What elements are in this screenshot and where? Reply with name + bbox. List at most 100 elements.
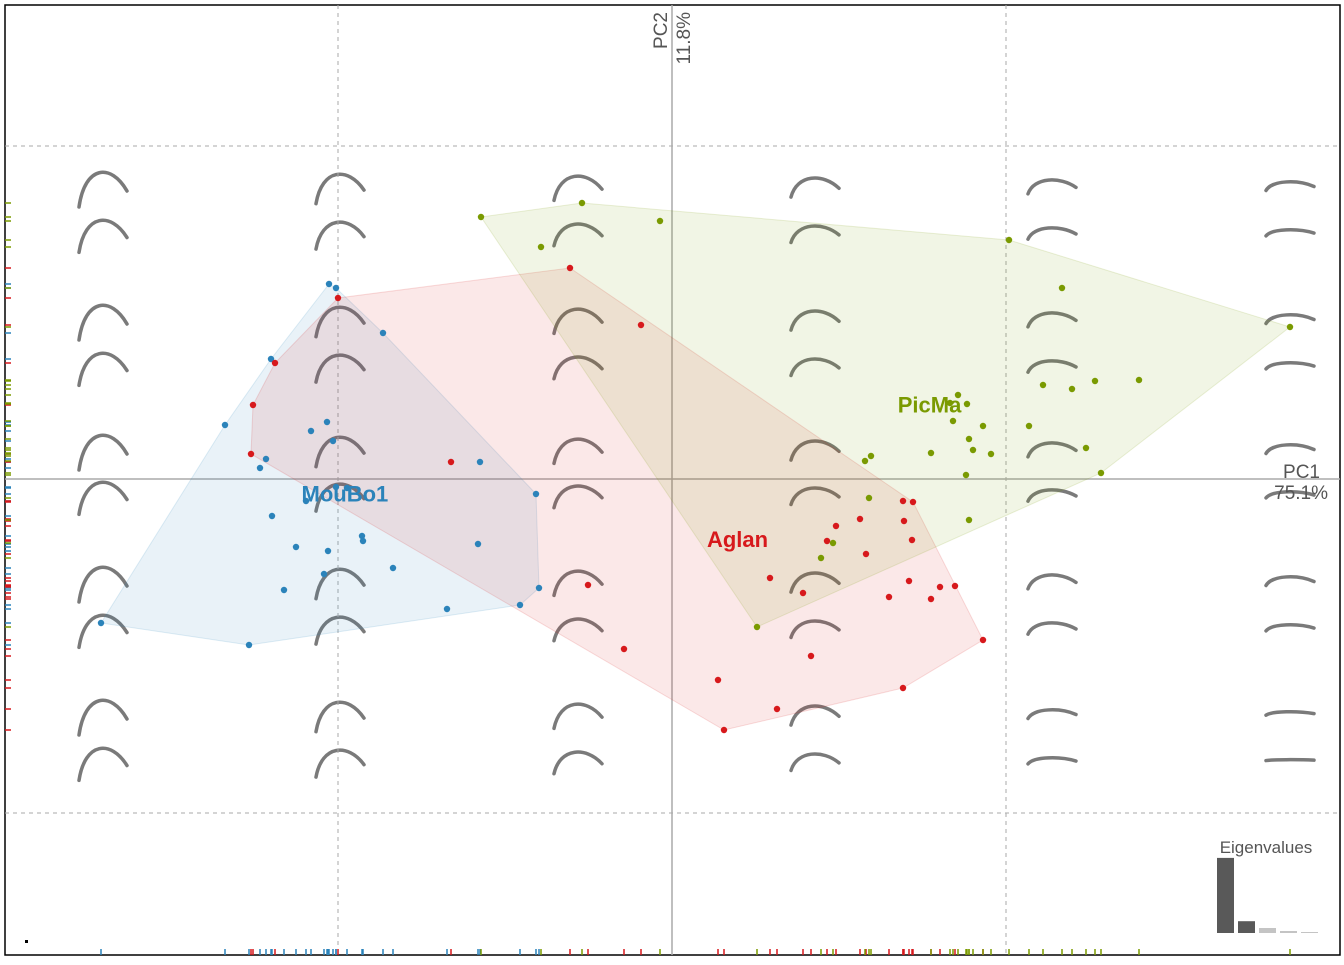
point bbox=[447, 458, 455, 466]
shape-outline bbox=[1026, 756, 1078, 766]
point bbox=[249, 401, 257, 409]
shape-outline bbox=[1264, 228, 1316, 238]
shape-outline bbox=[1264, 443, 1316, 456]
point bbox=[280, 586, 288, 594]
shape-outline bbox=[77, 746, 129, 783]
shape-outline bbox=[1026, 488, 1078, 503]
shape-outline bbox=[789, 752, 841, 773]
point bbox=[773, 705, 781, 713]
point bbox=[537, 243, 545, 251]
point bbox=[334, 294, 342, 302]
point bbox=[908, 536, 916, 544]
point bbox=[443, 605, 451, 613]
shape-outline bbox=[1026, 178, 1078, 196]
point bbox=[951, 582, 959, 590]
shape-outline bbox=[552, 174, 604, 203]
point bbox=[476, 458, 484, 466]
point bbox=[474, 540, 482, 548]
shape-outline bbox=[552, 702, 604, 731]
shape-outline bbox=[1026, 359, 1078, 374]
point bbox=[516, 601, 524, 609]
point bbox=[97, 619, 105, 627]
eigen-bar bbox=[1259, 928, 1276, 933]
eigen-title: Eigenvalues bbox=[1220, 838, 1313, 857]
y-axis-pct: 11.8% bbox=[674, 12, 695, 65]
point bbox=[1068, 385, 1076, 393]
point bbox=[899, 497, 907, 505]
point bbox=[307, 427, 315, 435]
point bbox=[1091, 377, 1099, 385]
point bbox=[268, 512, 276, 520]
point bbox=[807, 652, 815, 660]
point bbox=[753, 623, 761, 631]
point bbox=[963, 400, 971, 408]
eigen-bar bbox=[1301, 932, 1318, 933]
shape-outline bbox=[789, 439, 841, 462]
point bbox=[817, 554, 825, 562]
point bbox=[1025, 422, 1033, 430]
point bbox=[867, 452, 875, 460]
point bbox=[1058, 284, 1066, 292]
shape-outline bbox=[77, 218, 129, 255]
shape-outline bbox=[1026, 573, 1078, 591]
shape-outline bbox=[77, 433, 129, 472]
shape-outline bbox=[789, 309, 841, 332]
group-hull bbox=[250, 267, 984, 731]
point bbox=[1286, 323, 1294, 331]
point bbox=[949, 417, 957, 425]
point bbox=[271, 359, 279, 367]
shape-grid bbox=[77, 170, 1316, 783]
point bbox=[329, 437, 337, 445]
point bbox=[323, 418, 331, 426]
point bbox=[477, 213, 485, 221]
point bbox=[1097, 469, 1105, 477]
point bbox=[954, 391, 962, 399]
point bbox=[332, 483, 340, 491]
point bbox=[578, 199, 586, 207]
shape-outline bbox=[789, 619, 841, 640]
group-label: MouBo1 bbox=[302, 482, 389, 507]
shape-outline bbox=[552, 355, 604, 381]
shape-outline bbox=[314, 220, 366, 251]
shape-outline bbox=[552, 484, 604, 510]
point bbox=[325, 280, 333, 288]
point bbox=[566, 264, 574, 272]
point bbox=[532, 490, 540, 498]
point bbox=[584, 581, 592, 589]
point bbox=[799, 589, 807, 597]
point bbox=[637, 321, 645, 329]
shape-outline bbox=[314, 435, 366, 469]
shape-outline bbox=[552, 437, 604, 466]
point bbox=[267, 355, 275, 363]
group-label: PicMa bbox=[898, 393, 962, 418]
shape-outline bbox=[314, 748, 366, 779]
shape-outline bbox=[314, 615, 366, 646]
shape-outline bbox=[1264, 575, 1316, 588]
point bbox=[1135, 376, 1143, 384]
point bbox=[823, 537, 831, 545]
shape-outline bbox=[552, 617, 604, 643]
shape-outline bbox=[1026, 311, 1078, 329]
point bbox=[946, 399, 954, 407]
point bbox=[865, 494, 873, 502]
shape-outline bbox=[552, 750, 604, 776]
shape-outline bbox=[314, 305, 366, 339]
point bbox=[302, 497, 310, 505]
point bbox=[620, 645, 628, 653]
shape-outline bbox=[789, 486, 841, 507]
shape-outline bbox=[1264, 180, 1316, 193]
shape-outline bbox=[77, 170, 129, 209]
eigen-bar bbox=[1238, 921, 1255, 933]
point bbox=[905, 577, 913, 585]
x-axis-pct: 75.1% bbox=[1274, 483, 1328, 504]
shape-outline bbox=[552, 222, 604, 248]
shape-outline bbox=[789, 571, 841, 594]
eigen-bar bbox=[1217, 857, 1234, 933]
point bbox=[979, 636, 987, 644]
point bbox=[900, 517, 908, 525]
y-axis-label: PC2 bbox=[651, 12, 672, 49]
shape-outline bbox=[1264, 313, 1316, 326]
point bbox=[927, 449, 935, 457]
point bbox=[899, 684, 907, 692]
shape-outline bbox=[77, 351, 129, 388]
